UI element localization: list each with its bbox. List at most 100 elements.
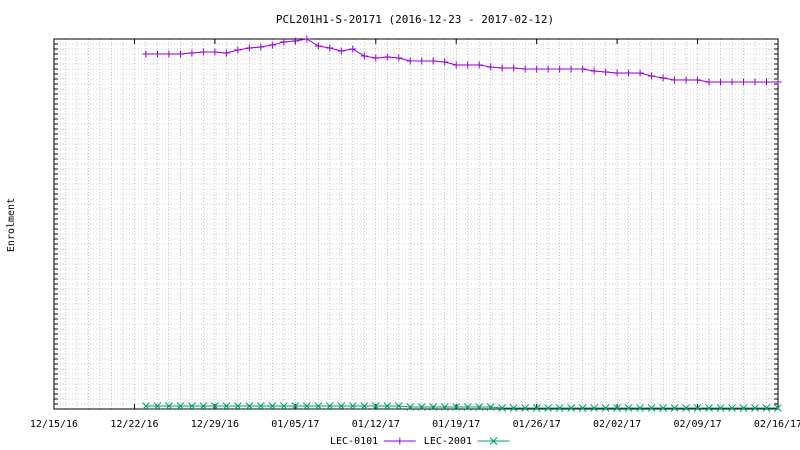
x-tick-label: 01/05/17	[271, 419, 319, 430]
x-tick-label: 01/12/17	[352, 419, 400, 430]
data-point	[774, 78, 782, 86]
data-point	[567, 65, 575, 73]
data-point	[280, 38, 288, 46]
data-point	[372, 54, 380, 62]
data-point	[728, 78, 736, 86]
data-point	[291, 402, 300, 410]
data-point	[590, 67, 598, 75]
data-point	[349, 45, 357, 53]
data-point	[176, 50, 184, 58]
data-point	[682, 76, 690, 84]
data-point	[555, 404, 564, 412]
data-point	[578, 404, 587, 412]
x-axis-ticks: 12/15/16 12/22/16 12/29/16 01/05/17 01/12/17…	[30, 39, 800, 430]
data-point	[762, 404, 771, 412]
data-point	[302, 402, 311, 410]
x-tick-label: 12/29/16	[191, 419, 239, 430]
data-point	[417, 403, 426, 411]
data-point	[325, 402, 334, 410]
x-tick-label: 02/16/17	[754, 419, 800, 430]
data-point	[659, 74, 667, 82]
data-point	[211, 402, 219, 410]
data-point	[464, 61, 472, 69]
data-point	[314, 42, 322, 50]
data-point	[751, 78, 759, 86]
data-point	[303, 35, 311, 43]
data-point	[521, 65, 529, 73]
data-point	[291, 37, 299, 45]
data-point	[441, 58, 449, 66]
data-point	[463, 403, 472, 411]
data-point	[348, 402, 357, 410]
data-point	[153, 50, 161, 58]
data-point	[590, 404, 598, 412]
data-point	[567, 404, 575, 412]
x-tick-label: 12/15/16	[30, 419, 78, 430]
data-point	[774, 404, 782, 412]
data-point	[521, 404, 530, 412]
series-lec-2001	[142, 402, 782, 412]
data-point	[475, 403, 484, 411]
data-point	[498, 64, 506, 72]
data-point	[728, 404, 736, 412]
data-point	[396, 437, 404, 445]
x-tick-label: 01/26/17	[513, 419, 561, 430]
data-point	[337, 402, 346, 410]
data-point	[647, 404, 656, 412]
y-axis-ticks	[54, 38, 778, 410]
data-point	[257, 43, 265, 51]
data-point	[188, 402, 196, 410]
data-point	[671, 76, 679, 84]
data-point	[383, 402, 392, 410]
data-point	[694, 76, 702, 84]
data-point	[602, 68, 610, 76]
series-line	[145, 38, 778, 83]
data-point	[188, 49, 196, 57]
data-point	[245, 44, 253, 52]
series-layer	[142, 35, 782, 412]
data-point	[165, 50, 173, 58]
data-point	[452, 61, 460, 69]
data-point	[693, 404, 702, 412]
x-tick-label: 12/22/16	[110, 419, 158, 430]
data-point	[659, 404, 667, 412]
x-tick-label: 02/09/17	[673, 419, 721, 430]
data-point	[429, 57, 437, 65]
data-point	[625, 69, 633, 77]
data-point	[199, 402, 208, 410]
data-point	[739, 404, 748, 412]
data-point	[279, 402, 288, 410]
data-point	[222, 402, 231, 410]
data-point	[717, 78, 725, 86]
data-point	[234, 402, 242, 410]
data-point	[452, 403, 461, 411]
data-point	[751, 404, 759, 412]
y-axis-label: Enrolment	[6, 198, 17, 252]
series-line	[145, 405, 778, 409]
data-point	[510, 64, 518, 72]
data-point	[199, 48, 207, 56]
data-point	[705, 404, 713, 412]
data-point	[257, 402, 265, 410]
data-point	[360, 402, 369, 410]
legend: LEC-0101 LEC-2001	[330, 436, 510, 447]
data-point	[440, 403, 449, 411]
x-tick-label: 02/02/17	[593, 419, 641, 430]
data-point	[245, 402, 254, 410]
data-point	[556, 65, 564, 73]
data-point	[487, 63, 495, 71]
data-point	[533, 65, 541, 73]
data-point	[489, 437, 498, 445]
data-point	[314, 402, 323, 410]
data-point	[418, 57, 426, 65]
data-point	[337, 47, 345, 55]
data-point	[395, 54, 403, 62]
data-point	[153, 402, 162, 410]
data-point	[326, 44, 334, 52]
data-point	[648, 72, 656, 80]
legend-label: LEC-0101	[330, 436, 378, 447]
legend-label: LEC-2001	[424, 436, 472, 447]
data-point	[429, 403, 438, 411]
data-point	[705, 78, 713, 86]
